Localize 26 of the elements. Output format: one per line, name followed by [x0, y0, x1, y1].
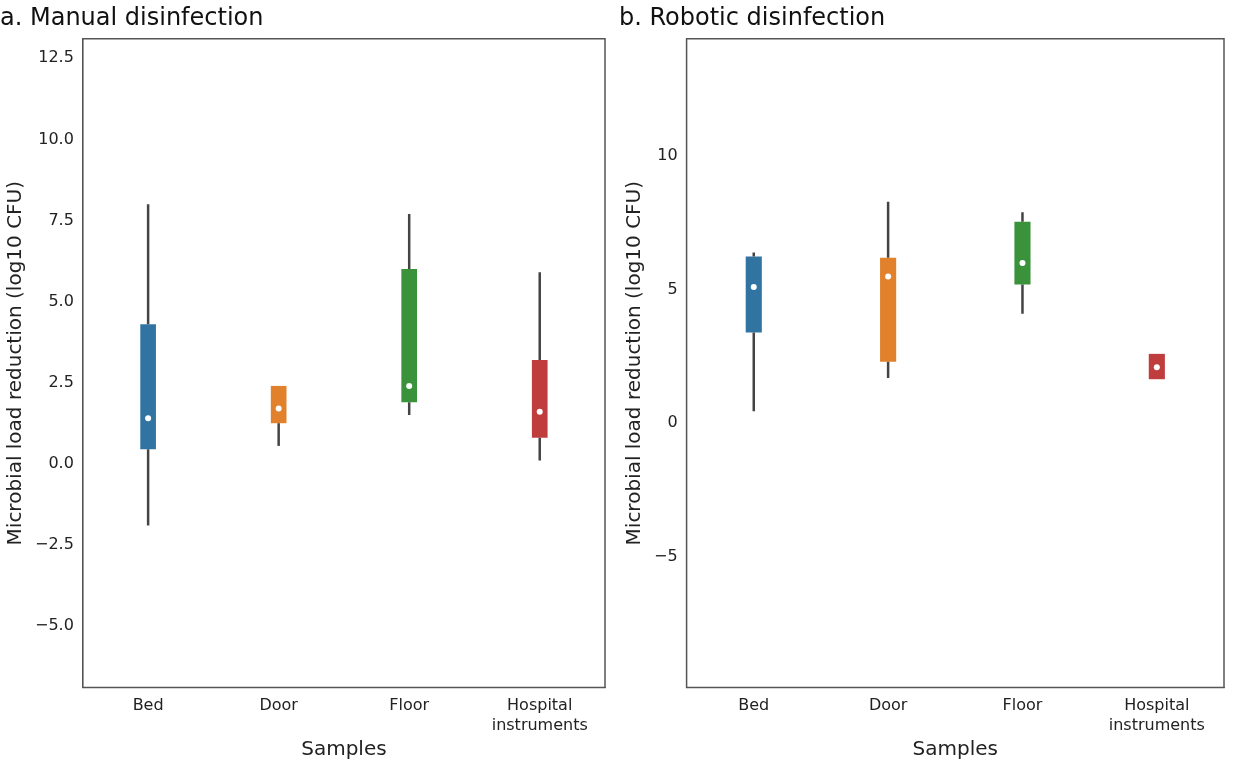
y-tick-label: 2.5: [48, 371, 74, 391]
y-tick-label: −5.0: [34, 615, 74, 635]
y-tick-label: 10.0: [38, 128, 74, 148]
y-tick-label: 5.0: [48, 290, 74, 310]
chart-title: a. Manual disinfection: [0, 2, 264, 31]
y-tick-label: 7.5: [48, 209, 74, 229]
x-tick-label: Hospital instruments: [491, 695, 588, 734]
y-tick-label: −2.5: [34, 534, 74, 554]
x-tick-label: Door: [259, 695, 299, 715]
y-tick-label: 10: [657, 145, 678, 165]
x-tick-label: Bed: [738, 695, 770, 715]
y-axis-title: Microbial load reduction (log10 CFU): [621, 180, 646, 546]
y-tick-label: 12.5: [38, 47, 74, 67]
x-tick-label: Floor: [389, 695, 430, 715]
y-tick-label: 5: [667, 278, 678, 298]
y-tick-label: 0.0: [48, 452, 74, 472]
y-tick-label: 0: [667, 412, 678, 432]
x-tick-label: Hospital instruments: [1108, 695, 1205, 734]
x-tick-label: Bed: [132, 695, 164, 715]
y-axis-title: Microbial load reduction (log10 CFU): [2, 180, 27, 546]
chart-title: b. Robotic disinfection: [619, 2, 886, 31]
x-tick-label: Floor: [1002, 695, 1043, 715]
x-tick-label: Door: [868, 695, 908, 715]
x-axis-title: Samples: [912, 736, 998, 761]
x-axis-title: Samples: [301, 736, 387, 761]
y-tick-label: −5: [653, 545, 678, 565]
